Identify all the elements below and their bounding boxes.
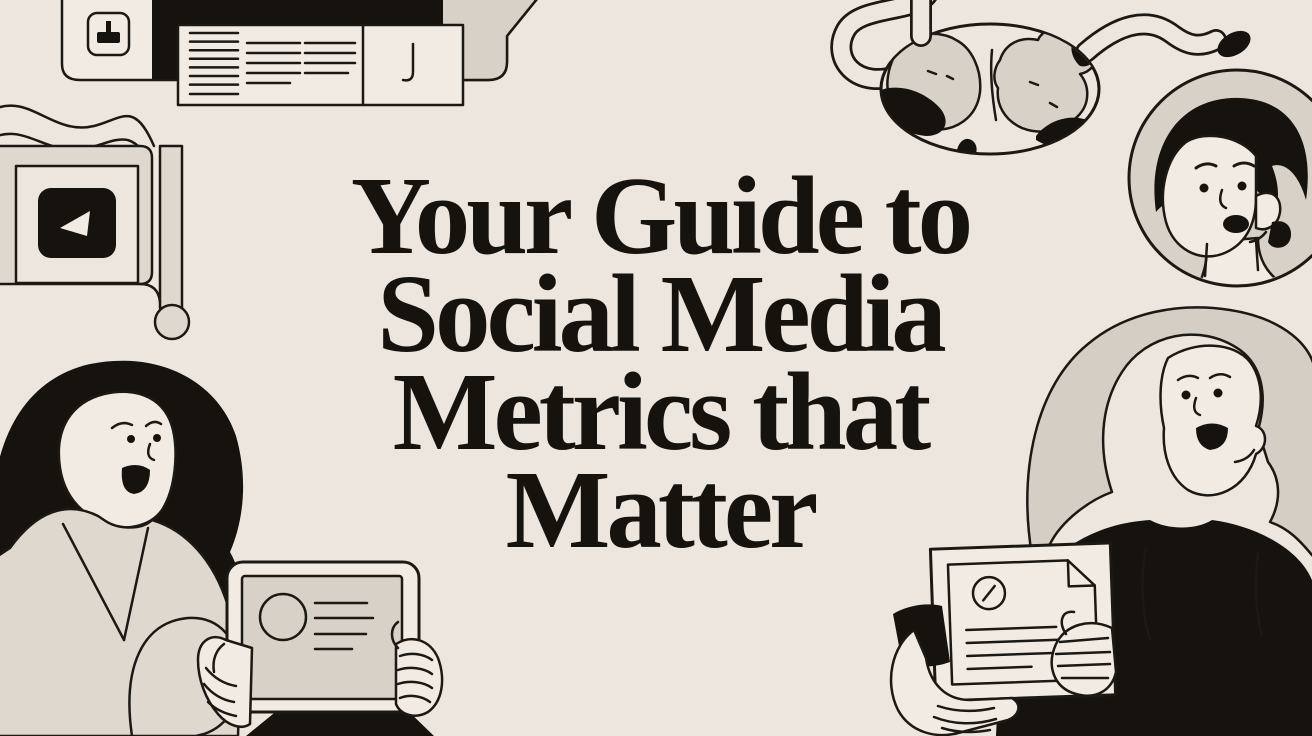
profile-card-icon — [225, 560, 421, 714]
title-line: Metrics that — [392, 351, 931, 474]
avatar-placeholder-circle — [258, 592, 308, 642]
tablet-screen — [240, 574, 404, 701]
woman-with-card-illustration — [889, 306, 1312, 736]
woman2-hand — [1050, 610, 1118, 697]
avatar-face — [1161, 134, 1258, 258]
woman2-face — [1159, 344, 1267, 497]
woman-mouth — [121, 464, 150, 494]
text-lines-card — [176, 23, 465, 107]
avatar-hair — [1154, 97, 1308, 220]
helper-hand — [889, 604, 1020, 736]
title-line: Social Media — [377, 253, 947, 376]
profile-text-lines — [313, 601, 375, 651]
title-line: Your Guide to — [350, 155, 973, 278]
left-hand — [196, 635, 254, 728]
hook-icon — [401, 42, 415, 82]
right-hand — [390, 620, 444, 717]
profile-avatar-icon — [1127, 68, 1312, 288]
woman2-mouth — [1196, 423, 1228, 450]
clock-icon — [971, 575, 1007, 611]
send-play-icon — [60, 211, 90, 236]
monitor-stand — [158, 144, 184, 310]
squiggle-line — [0, 104, 156, 148]
stamp-icon — [97, 21, 120, 43]
text-lines — [188, 31, 357, 96]
page-title: Your Guide to Social Media Metrics that … — [326, 155, 994, 572]
certificate-text-lines — [964, 625, 1078, 671]
avatar-ear — [1254, 191, 1282, 231]
browser-device-illustration — [60, 0, 538, 107]
brain-illustration — [830, 0, 1251, 156]
avatar-mouth — [1223, 215, 1249, 233]
monitor-stand-foot — [153, 303, 191, 341]
squiggle-end-blob — [1217, 30, 1251, 58]
monitor-illustration — [0, 104, 191, 341]
woman2-hair — [1026, 306, 1312, 558]
brain-dashes — [926, 69, 1059, 109]
woman-with-tablet-illustration — [0, 360, 444, 736]
title-line: Matter — [505, 449, 819, 572]
